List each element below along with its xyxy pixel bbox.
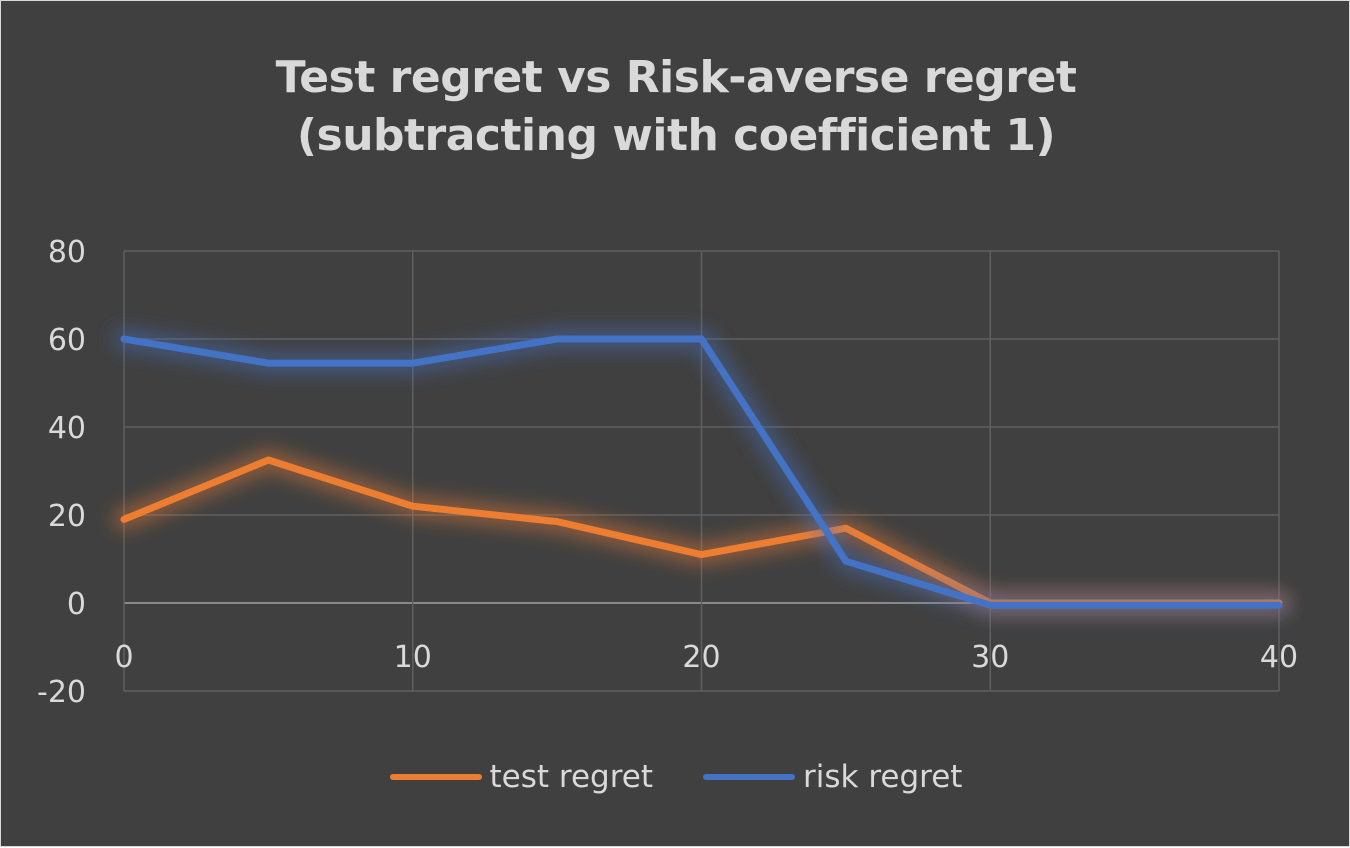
- legend-item-risk-regret: risk regret: [703, 759, 962, 795]
- legend-item-test-regret: test regret: [390, 759, 654, 795]
- legend-label-test-regret: test regret: [490, 759, 654, 795]
- y-tick-label: 40: [48, 411, 86, 446]
- x-tick-label: 0: [114, 640, 133, 675]
- y-tick-label: 80: [48, 235, 86, 270]
- x-tick-label: 40: [1260, 640, 1298, 675]
- y-tick-label: -20: [37, 675, 86, 710]
- x-tick-label: 20: [682, 640, 720, 675]
- x-tick-label: 30: [971, 640, 1009, 675]
- legend-swatch-risk-regret: [703, 774, 795, 780]
- legend-label-risk-regret: risk regret: [803, 759, 962, 795]
- legend: test regret risk regret: [1, 759, 1350, 795]
- y-tick-label: 60: [48, 323, 86, 358]
- y-tick-label: 0: [67, 587, 86, 622]
- legend-swatch-test-regret: [390, 774, 482, 780]
- y-tick-label: 20: [48, 499, 86, 534]
- x-tick-label: 10: [394, 640, 432, 675]
